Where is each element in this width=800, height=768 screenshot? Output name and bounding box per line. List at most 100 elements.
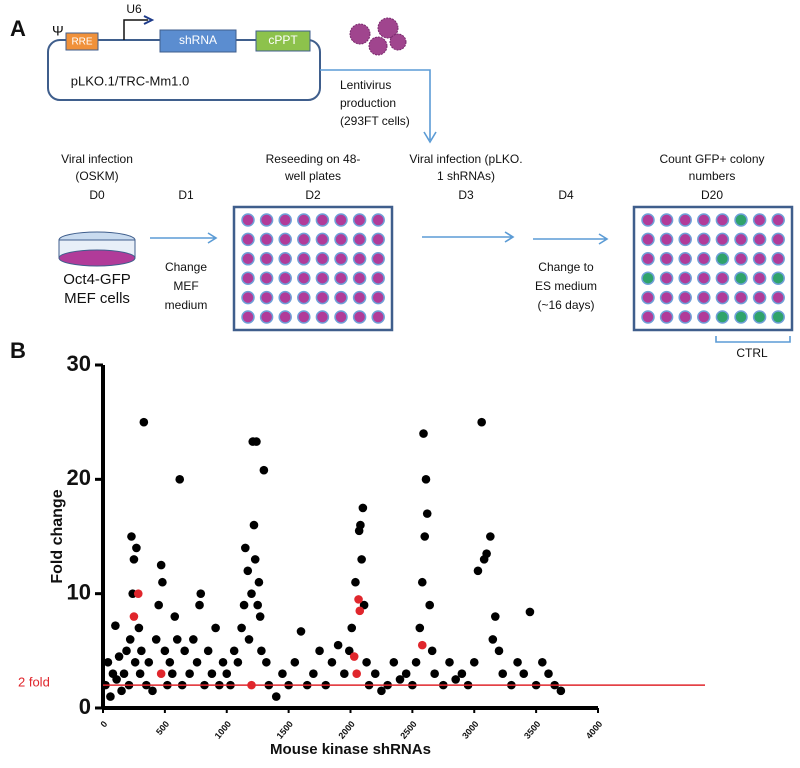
point [352,669,361,678]
panel-label: B [10,338,26,363]
step-text: numbers [689,169,736,183]
point [271,692,281,701]
well [259,310,274,324]
point [457,669,467,678]
well [771,213,785,227]
point [241,543,250,553]
point [249,520,259,530]
point [151,635,161,644]
point [196,589,206,598]
flow-arrow [320,69,431,140]
point [255,612,265,621]
point [185,669,194,678]
well [241,271,255,285]
point [129,555,139,564]
point [349,652,359,661]
plate [632,205,794,332]
panel-label: A [10,16,26,41]
well [734,252,748,266]
well [297,310,311,324]
point [257,646,266,656]
point [168,669,177,678]
point [129,612,139,621]
well [697,213,711,227]
well [315,310,330,324]
well [371,310,385,324]
step-text: Change to [538,260,594,274]
point [344,646,354,656]
well [641,252,655,266]
point [106,692,115,701]
x-tick-label: 4000 [584,719,605,741]
point [358,503,368,513]
well [278,271,292,285]
well [678,310,692,324]
well [371,252,385,266]
point [356,520,365,530]
x-tick-label: 0 [99,719,110,729]
well [659,252,674,266]
point [417,577,427,587]
point [203,646,213,656]
point [473,566,483,576]
point [247,589,256,598]
point [354,595,363,604]
well [371,290,385,305]
step-text: ES medium [535,279,597,293]
point [253,600,262,610]
well [678,271,692,285]
well [297,232,311,247]
step-text: Viral infection [61,152,133,166]
well [278,252,292,266]
well [641,213,655,227]
shrna-label: shRNA [179,33,217,47]
well [334,232,348,247]
well [715,310,730,324]
point [114,652,124,661]
well [641,290,655,305]
point [244,635,254,644]
point [488,635,498,644]
point [262,657,271,667]
well [334,271,348,285]
point [243,566,253,576]
ctrl-label: CTRL [736,346,768,360]
point [538,657,547,667]
well [659,232,674,247]
point [427,646,437,656]
y-tick-label: 20 [67,465,91,490]
point [296,627,306,636]
well [241,252,255,266]
well [715,213,730,227]
promoter-label: U6 [126,2,142,16]
promoter-arrow [123,19,148,40]
well [771,310,785,324]
point [362,657,371,667]
point [377,686,386,696]
dish [58,249,136,267]
well [734,290,748,305]
point [170,612,180,621]
step-text: Reseeding on 48- [266,152,361,166]
cells-text: Oct4-GFP [63,271,131,288]
point [290,657,300,667]
point [133,589,143,598]
step-text: Change [165,260,207,274]
point [134,623,144,633]
point [139,417,149,427]
well [715,252,730,266]
step-text: Count GFP+ colony [659,152,764,166]
well [752,290,767,305]
step-text: MEF [173,279,198,293]
point [125,635,135,644]
point [482,549,491,558]
point [165,657,175,667]
point [389,657,399,667]
point [233,657,243,667]
well [334,290,348,305]
well [659,271,674,285]
well [752,271,767,285]
point [137,646,146,656]
well [278,310,292,324]
